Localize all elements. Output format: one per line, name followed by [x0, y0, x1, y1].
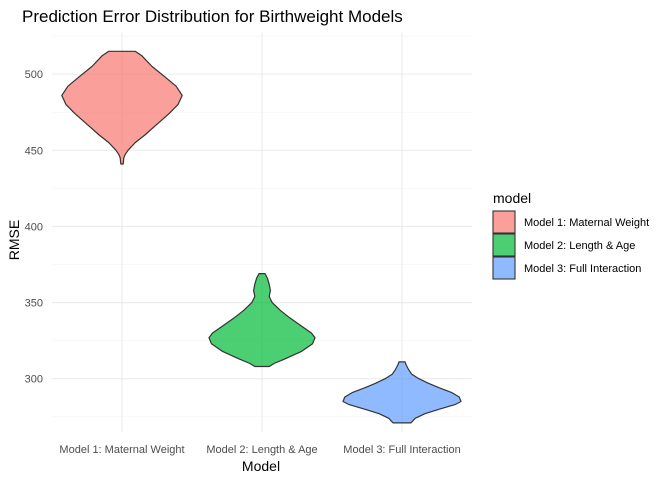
y-tick-label: 350 [25, 298, 43, 310]
y-axis-ticks: 300 350 400 450 500 [25, 69, 43, 386]
x-axis-title: Model [242, 458, 280, 474]
x-axis-ticks: Model 1: Maternal Weight Model 2: Length … [59, 444, 460, 456]
legend-key [492, 233, 516, 257]
legend: model Model 1: Maternal Weight Model 2: L… [492, 190, 649, 280]
legend-key [492, 256, 516, 280]
legend-label: Model 3: Full Interaction [524, 263, 641, 275]
x-tick-label: Model 2: Length & Age [206, 444, 317, 456]
violin-2 [208, 273, 316, 368]
x-tick-label: Model 1: Maternal Weight [59, 444, 184, 456]
y-axis-title: RMSE [6, 220, 22, 260]
legend-label: Model 2: Length & Age [524, 240, 635, 252]
legend-key [492, 210, 516, 234]
violin-1 [61, 50, 183, 165]
y-tick-label: 300 [25, 374, 43, 386]
y-tick-label: 450 [25, 145, 43, 157]
y-tick-label: 500 [25, 69, 43, 81]
legend-label: Model 1: Maternal Weight [524, 217, 649, 229]
legend-title: model [493, 190, 531, 206]
violin-3 [342, 361, 462, 424]
y-tick-label: 400 [25, 221, 43, 233]
chart-title: Prediction Error Distribution for Birthw… [22, 7, 403, 26]
x-tick-label: Model 3: Full Interaction [343, 444, 460, 456]
violins [61, 50, 462, 424]
